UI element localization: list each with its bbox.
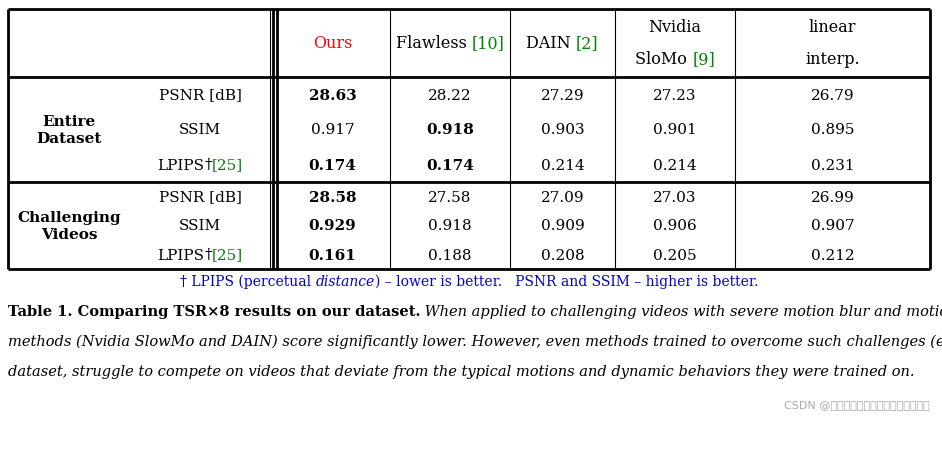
Text: 0.918: 0.918 bbox=[429, 219, 472, 233]
Text: Ours: Ours bbox=[313, 35, 352, 52]
Text: distance: distance bbox=[316, 275, 375, 288]
Text: Flawless: Flawless bbox=[396, 35, 472, 52]
Text: linear: linear bbox=[809, 20, 856, 37]
Text: CSDN @人工智能大模型讲师培训咍诶叶梓: CSDN @人工智能大模型讲师培训咍诶叶梓 bbox=[785, 399, 930, 409]
Text: 0.895: 0.895 bbox=[811, 123, 854, 137]
Text: PSNR [dB]: PSNR [dB] bbox=[158, 89, 241, 102]
Text: †: † bbox=[204, 158, 212, 172]
Text: 27.09: 27.09 bbox=[541, 190, 584, 204]
Text: Entire
Dataset: Entire Dataset bbox=[37, 115, 102, 145]
Text: SSIM: SSIM bbox=[179, 123, 221, 137]
Text: 0.917: 0.917 bbox=[311, 123, 354, 137]
Text: interp.: interp. bbox=[805, 51, 860, 69]
Text: 28.58: 28.58 bbox=[309, 190, 356, 204]
Text: 0.903: 0.903 bbox=[541, 123, 584, 137]
Text: 0.161: 0.161 bbox=[309, 248, 356, 262]
Text: [25]: [25] bbox=[212, 158, 243, 172]
Text: 0.909: 0.909 bbox=[541, 219, 584, 233]
Text: [9]: [9] bbox=[692, 51, 715, 69]
Text: 0.918: 0.918 bbox=[426, 123, 474, 137]
Text: SloMo: SloMo bbox=[635, 51, 692, 69]
Text: 0.901: 0.901 bbox=[653, 123, 697, 137]
Text: 27.23: 27.23 bbox=[653, 89, 697, 102]
Text: †: † bbox=[204, 248, 212, 262]
Text: 0.929: 0.929 bbox=[309, 219, 356, 233]
Text: 28.63: 28.63 bbox=[309, 89, 356, 102]
Text: 0.208: 0.208 bbox=[541, 248, 584, 262]
Text: 0.214: 0.214 bbox=[653, 158, 697, 172]
Text: 0.188: 0.188 bbox=[429, 248, 472, 262]
Text: LPIPS: LPIPS bbox=[157, 158, 204, 172]
Text: 0.906: 0.906 bbox=[653, 219, 697, 233]
Text: † LPIPS (percetual: † LPIPS (percetual bbox=[180, 274, 316, 288]
Text: Challenging
Videos: Challenging Videos bbox=[17, 211, 121, 241]
Text: 0.231: 0.231 bbox=[811, 158, 854, 172]
Text: 27.03: 27.03 bbox=[653, 190, 697, 204]
Text: 26.99: 26.99 bbox=[811, 190, 854, 204]
Text: LPIPS: LPIPS bbox=[157, 248, 204, 262]
Text: 27.29: 27.29 bbox=[541, 89, 584, 102]
Text: 28.22: 28.22 bbox=[429, 89, 472, 102]
Text: PSNR [dB]: PSNR [dB] bbox=[158, 190, 241, 204]
Text: Nvidia: Nvidia bbox=[648, 20, 702, 37]
Text: 0.907: 0.907 bbox=[811, 219, 854, 233]
Text: 0.212: 0.212 bbox=[811, 248, 854, 262]
Text: [2]: [2] bbox=[577, 35, 599, 52]
Text: 0.205: 0.205 bbox=[653, 248, 697, 262]
Text: dataset, struggle to compete on videos that deviate from the typical motions and: dataset, struggle to compete on videos t… bbox=[8, 364, 915, 378]
Text: SSIM: SSIM bbox=[179, 219, 221, 233]
Text: 0.174: 0.174 bbox=[426, 158, 474, 172]
Text: When applied to challenging videos with severe motion blur and motion aliasing, : When applied to challenging videos with … bbox=[420, 304, 942, 318]
Text: 27.58: 27.58 bbox=[429, 190, 472, 204]
Text: ) – lower is better.   PSNR and SSIM – higher is better.: ) – lower is better. PSNR and SSIM – hig… bbox=[375, 274, 758, 288]
Text: Table 1. Comparing TSR×8 results on our dataset.: Table 1. Comparing TSR×8 results on our … bbox=[8, 304, 420, 318]
Text: 26.79: 26.79 bbox=[811, 89, 854, 102]
Text: 0.214: 0.214 bbox=[541, 158, 584, 172]
Text: methods (Nvidia SlowMo and DAIN) score significantly lower. However, even method: methods (Nvidia SlowMo and DAIN) score s… bbox=[8, 334, 942, 348]
Text: [25]: [25] bbox=[212, 248, 243, 262]
Text: 0.174: 0.174 bbox=[309, 158, 356, 172]
Text: DAIN: DAIN bbox=[527, 35, 577, 52]
Text: [10]: [10] bbox=[472, 35, 504, 52]
